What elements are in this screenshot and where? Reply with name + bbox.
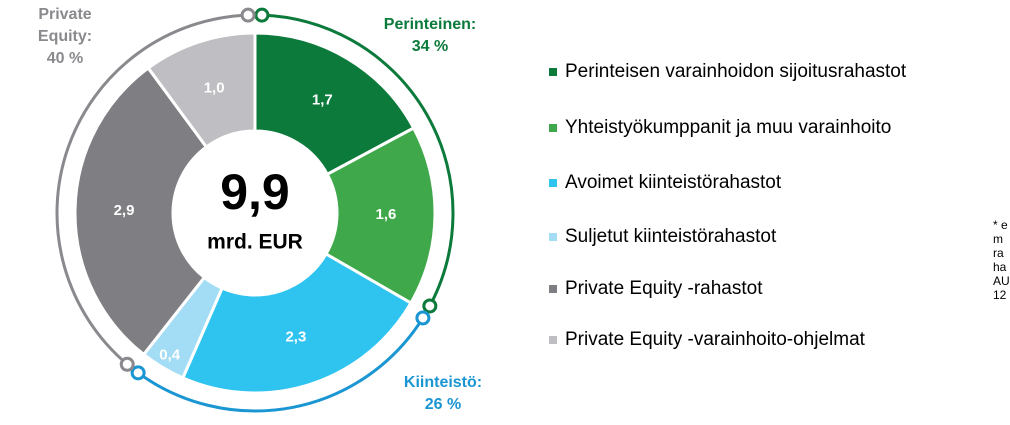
legend-label: Avoimet kiinteistörahastot: [565, 172, 782, 193]
donut-segment: [146, 31, 257, 150]
segment-label: 0,4: [159, 346, 181, 363]
segment-label: 1,6: [376, 206, 397, 223]
legend-swatch: [549, 124, 557, 132]
legend-label: Suljetut kiinteistörahastot: [565, 226, 777, 247]
footnote: m: [993, 232, 1003, 246]
group-name: Perinteinen:: [384, 16, 476, 33]
footnote: ra: [993, 246, 1004, 260]
group-arc: [261, 13, 455, 307]
legend-swatch: [549, 179, 557, 187]
legend-label: Yhteistyökumppanit ja muu varainhoito: [565, 117, 891, 138]
group-arc: [55, 13, 249, 366]
group-name: Equity:: [38, 28, 92, 45]
segment-label: 2,9: [114, 202, 135, 219]
legend-swatch: [549, 285, 557, 293]
group-percent: 34 %: [412, 38, 448, 55]
legend-label: Private Equity -rahastot: [565, 278, 763, 299]
arc-end-dot: [415, 310, 431, 326]
legend-swatch: [549, 233, 557, 241]
donut-segment: [253, 31, 416, 177]
segment-label: 1,7: [312, 92, 333, 109]
arc-end-dot: [240, 7, 256, 23]
legend-label: Private Equity -varainhoito-ohjelmat: [565, 329, 866, 350]
group-name: Private: [38, 6, 91, 23]
footnote: * e: [993, 218, 1008, 232]
donut-segment: [73, 65, 209, 357]
footnote: AU: [993, 274, 1010, 288]
legend-swatch: [549, 336, 557, 344]
segment-label: 2,3: [285, 328, 306, 345]
legend-label: Perinteisen varainhoidon sijoitusrahasto…: [565, 61, 907, 82]
footnote: ha: [993, 260, 1007, 274]
group-name: Kiinteistö:: [404, 374, 482, 391]
footnote: 12: [993, 288, 1007, 302]
group-percent: 26 %: [425, 396, 461, 413]
donut-segment: [180, 251, 413, 395]
center-value: 9,9: [220, 164, 290, 220]
donut-segment: [323, 125, 437, 306]
arc-end-dot: [422, 298, 438, 314]
arc-end-dot: [130, 365, 146, 381]
segment-label: 1,0: [204, 80, 225, 97]
arc-end-dot: [254, 7, 270, 23]
legend-swatch: [549, 68, 557, 76]
group-arc: [137, 317, 425, 413]
arc-end-dot: [119, 356, 135, 372]
group-percent: 40 %: [47, 50, 83, 67]
center-unit: mrd. EUR: [207, 231, 303, 254]
